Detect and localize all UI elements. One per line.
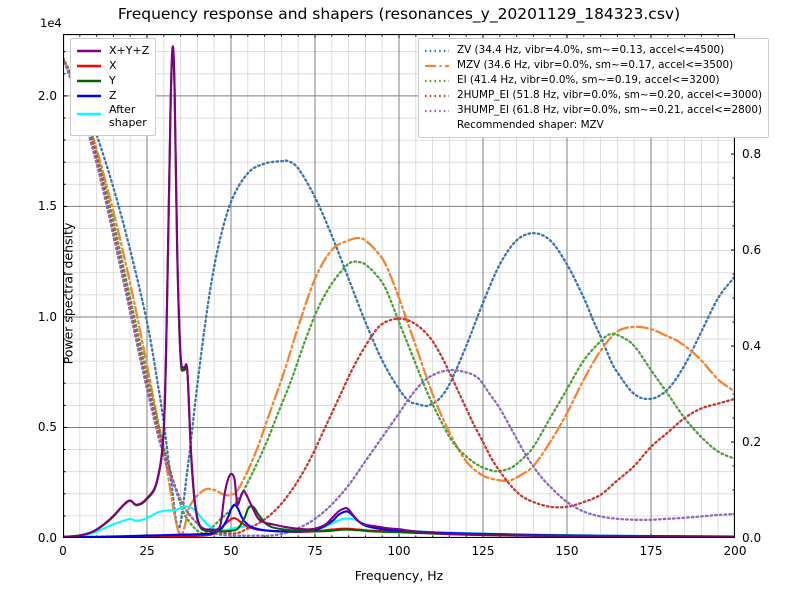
legend-item-label: Y bbox=[109, 74, 116, 87]
x-tick-label: 100 bbox=[387, 544, 411, 558]
x-tick-label: 200 bbox=[723, 544, 747, 558]
legend-item-label: X bbox=[109, 59, 117, 72]
legend-line-sample bbox=[424, 45, 450, 57]
legend-item: MZV (34.6 Hz, vibr=0.0%, sm~=0.17, accel… bbox=[424, 58, 762, 73]
page-title: Frequency response and shapers (resonanc… bbox=[117, 5, 681, 23]
x-tick-label: 150 bbox=[555, 544, 579, 558]
y-tick-label-left: 0.0 bbox=[37, 531, 57, 545]
legend-item-label: ZV (34.4 Hz, vibr=4.0%, sm~=0.13, accel<… bbox=[457, 44, 725, 56]
legend-item-label: MZV (34.6 Hz, vibr=0.0%, sm~=0.17, accel… bbox=[457, 59, 734, 71]
y-tick-label-right: 0.2 bbox=[742, 435, 762, 449]
legend-item: X bbox=[76, 58, 149, 73]
legend-item-label: 2HUMP_EI (51.8 Hz, vibr=0.0%, sm~=0.20, … bbox=[457, 89, 763, 101]
legend-line-sample bbox=[424, 105, 450, 117]
x-tick-label: 175 bbox=[639, 544, 663, 558]
legend-item-label: Z bbox=[109, 89, 117, 102]
shaper-curve-3hump_ei bbox=[63, 56, 735, 537]
shaper-curves bbox=[63, 56, 735, 537]
legend-item: ZV (34.4 Hz, vibr=4.0%, sm~=0.13, accel<… bbox=[424, 43, 762, 58]
psd-curve-x-y-z bbox=[63, 45, 735, 538]
legend-item-label: 3HUMP_EI (61.8 Hz, vibr=0.0%, sm~=0.21, … bbox=[457, 104, 763, 116]
left-axis-exponent: 1e4 bbox=[40, 16, 62, 30]
legend-item: 2HUMP_EI (51.8 Hz, vibr=0.0%, sm~=0.20, … bbox=[424, 88, 762, 103]
legend-line-sample bbox=[76, 90, 102, 102]
x-tick-label: 75 bbox=[307, 544, 323, 558]
legend-item-label: After shaper bbox=[109, 103, 147, 129]
legend-line-sample bbox=[424, 75, 450, 87]
legend-line-sample bbox=[76, 60, 102, 72]
y-tick-label-left: 2.0 bbox=[37, 88, 57, 103]
legend-item-label: X+Y+Z bbox=[109, 44, 150, 57]
shaper-curve-ei bbox=[63, 56, 735, 535]
legend-item: Z bbox=[76, 88, 149, 103]
y-tick-label-right: 0.6 bbox=[742, 243, 762, 257]
y-tick-label-left: 1.5 bbox=[37, 199, 57, 214]
legend-line-sample bbox=[424, 60, 450, 72]
legend-line-sample bbox=[424, 90, 450, 102]
y-tick-label-left: 0.5 bbox=[37, 420, 57, 435]
legend-item: X+Y+Z bbox=[76, 43, 149, 58]
legend-shapers: ZV (34.4 Hz, vibr=4.0%, sm~=0.13, accel<… bbox=[418, 38, 770, 138]
y-tick-label-right: 0.0 bbox=[742, 531, 762, 545]
legend-line-sample bbox=[76, 45, 102, 57]
legend-item: EI (41.4 Hz, vibr=0.0%, sm~=0.19, accel<… bbox=[424, 73, 762, 88]
legend-item: After shaper bbox=[76, 103, 149, 131]
recommended-shaper-note: Recommended shaper: MZV bbox=[457, 119, 604, 131]
y-axis-label-left: Power spectral density bbox=[60, 222, 76, 365]
y-tick-label-left: 1.0 bbox=[37, 309, 57, 324]
x-axis-label: Frequency, Hz bbox=[354, 568, 444, 583]
shaper-curve-mzv bbox=[63, 56, 735, 536]
y-tick-label-right: 0.8 bbox=[742, 147, 762, 161]
x-tick-label: 50 bbox=[223, 544, 239, 558]
legend-line-sample bbox=[76, 108, 102, 120]
legend-item-label: EI (41.4 Hz, vibr=0.0%, sm~=0.19, accel<… bbox=[457, 74, 720, 86]
legend-item: 3HUMP_EI (61.8 Hz, vibr=0.0%, sm~=0.21, … bbox=[424, 103, 762, 118]
shaper-curve-zv bbox=[63, 56, 735, 530]
legend-psd: X+Y+Z X Y Z After shaper bbox=[70, 38, 157, 136]
y-tick-label-right: 0.4 bbox=[742, 339, 762, 353]
x-tick-label: 0 bbox=[59, 544, 67, 558]
legend-item: Y bbox=[76, 73, 149, 88]
x-tick-label: 25 bbox=[139, 544, 155, 558]
legend-line-sample bbox=[76, 75, 102, 87]
psd-curves bbox=[63, 45, 735, 538]
x-tick-label: 125 bbox=[471, 544, 495, 558]
plot-border bbox=[63, 34, 735, 538]
